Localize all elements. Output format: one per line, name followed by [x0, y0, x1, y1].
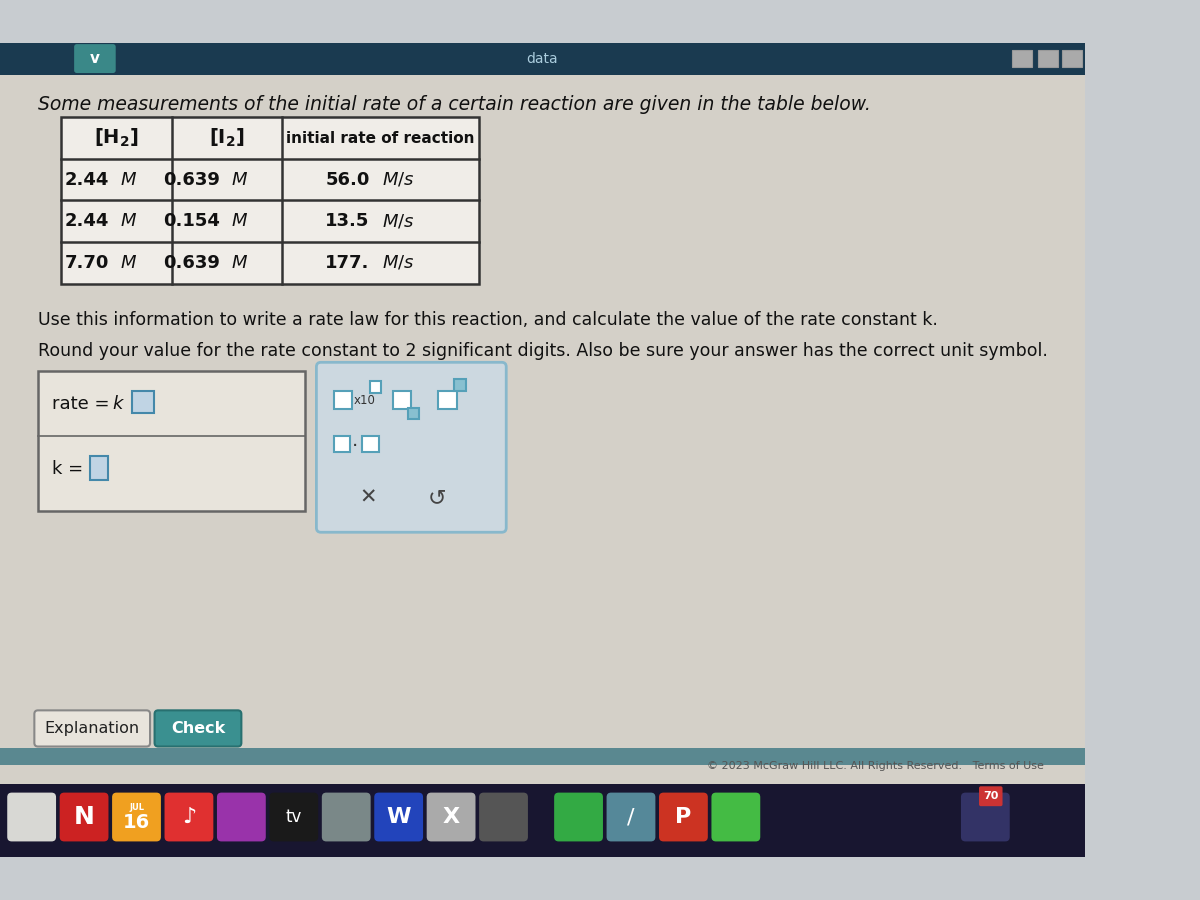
Text: $M/s$: $M/s$: [383, 212, 415, 230]
Text: $M$: $M$: [120, 254, 137, 272]
Text: $M$: $M$: [230, 212, 247, 230]
Text: $k$: $k$: [112, 395, 125, 413]
FancyBboxPatch shape: [164, 793, 214, 842]
Text: tv: tv: [286, 808, 302, 826]
Bar: [0, 785, 1085, 857]
FancyBboxPatch shape: [60, 793, 108, 842]
Text: P: P: [676, 807, 691, 827]
Text: Round your value for the rate constant to 2 significant digits. Also be sure you: Round your value for the rate constant t…: [38, 343, 1048, 361]
Text: JUL: JUL: [130, 804, 144, 813]
Bar: [408, 408, 420, 419]
Text: Explanation: Explanation: [44, 721, 139, 736]
Text: ♪: ♪: [182, 807, 196, 827]
FancyBboxPatch shape: [979, 787, 1002, 806]
Text: $M/s$: $M/s$: [383, 254, 415, 272]
Text: 0.639: 0.639: [163, 171, 220, 189]
Bar: [438, 392, 456, 410]
Text: 177.: 177.: [325, 254, 370, 272]
FancyBboxPatch shape: [374, 793, 424, 842]
Text: 2.44: 2.44: [65, 212, 109, 230]
Bar: [132, 392, 154, 413]
Bar: [1038, 50, 1057, 67]
Bar: [362, 436, 379, 452]
Text: $M$: $M$: [230, 171, 247, 189]
Text: 7.70: 7.70: [65, 254, 109, 272]
Bar: [90, 456, 108, 480]
FancyBboxPatch shape: [35, 710, 150, 746]
Bar: [454, 380, 466, 392]
Bar: [334, 436, 350, 452]
Text: $M$: $M$: [230, 254, 247, 272]
FancyBboxPatch shape: [155, 710, 241, 746]
Bar: [0, 75, 1085, 762]
Text: $\mathbf{[H_2]}$: $\mathbf{[H_2]}$: [95, 127, 139, 149]
FancyBboxPatch shape: [479, 793, 528, 842]
Text: Check: Check: [170, 721, 226, 736]
FancyBboxPatch shape: [317, 363, 506, 532]
Text: rate =: rate =: [53, 395, 115, 413]
Bar: [38, 372, 305, 511]
Text: 13.5: 13.5: [325, 212, 370, 230]
FancyBboxPatch shape: [269, 793, 318, 842]
FancyBboxPatch shape: [712, 793, 761, 842]
FancyBboxPatch shape: [7, 793, 56, 842]
Text: ·: ·: [352, 436, 359, 456]
FancyBboxPatch shape: [322, 793, 371, 842]
Bar: [394, 392, 412, 410]
Bar: [0, 43, 1085, 75]
FancyBboxPatch shape: [554, 793, 602, 842]
Text: v: v: [90, 51, 100, 66]
Bar: [61, 117, 479, 284]
Text: x10: x10: [354, 394, 376, 407]
Text: X: X: [443, 807, 460, 827]
Text: 2.44: 2.44: [65, 171, 109, 189]
Text: $M$: $M$: [120, 171, 137, 189]
FancyBboxPatch shape: [427, 793, 475, 842]
Text: ↺: ↺: [427, 488, 446, 508]
Text: Some measurements of the initial rate of a certain reaction are given in the tab: Some measurements of the initial rate of…: [38, 95, 871, 114]
Text: k =: k =: [53, 460, 89, 478]
Text: /: /: [628, 807, 635, 827]
Bar: [0, 748, 1085, 765]
FancyBboxPatch shape: [74, 44, 115, 73]
Text: $\mathbf{[I_2]}$: $\mathbf{[I_2]}$: [209, 127, 245, 149]
FancyBboxPatch shape: [606, 793, 655, 842]
Bar: [1013, 50, 1032, 67]
Text: W: W: [386, 807, 410, 827]
Text: ✕: ✕: [359, 488, 377, 508]
Text: © 2023 McGraw Hill LLC. All Rights Reserved.   Terms of Use: © 2023 McGraw Hill LLC. All Rights Reser…: [707, 761, 1044, 771]
Text: 16: 16: [122, 813, 150, 832]
Text: 56.0: 56.0: [325, 171, 370, 189]
FancyBboxPatch shape: [961, 793, 1009, 842]
Text: initial rate of reaction: initial rate of reaction: [287, 130, 475, 146]
Bar: [334, 392, 352, 410]
Text: 0.639: 0.639: [163, 254, 220, 272]
FancyBboxPatch shape: [659, 793, 708, 842]
Text: Use this information to write a rate law for this reaction, and calculate the va: Use this information to write a rate law…: [38, 310, 938, 328]
Text: N: N: [73, 805, 95, 829]
Text: 0.154: 0.154: [163, 212, 220, 230]
Bar: [1062, 50, 1082, 67]
FancyBboxPatch shape: [112, 793, 161, 842]
Bar: [370, 382, 382, 393]
Text: $M$: $M$: [120, 212, 137, 230]
Text: 70: 70: [983, 791, 998, 801]
Text: data: data: [527, 51, 558, 66]
FancyBboxPatch shape: [217, 793, 265, 842]
Text: $M/s$: $M/s$: [383, 171, 415, 189]
